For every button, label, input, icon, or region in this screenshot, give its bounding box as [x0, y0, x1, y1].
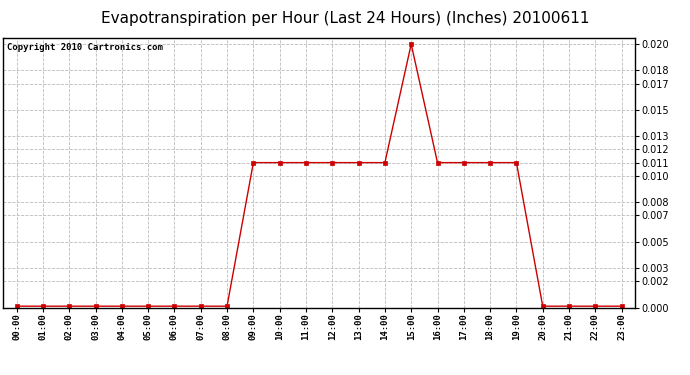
Text: Copyright 2010 Cartronics.com: Copyright 2010 Cartronics.com: [7, 43, 162, 52]
Text: Evapotranspiration per Hour (Last 24 Hours) (Inches) 20100611: Evapotranspiration per Hour (Last 24 Hou…: [101, 11, 589, 26]
